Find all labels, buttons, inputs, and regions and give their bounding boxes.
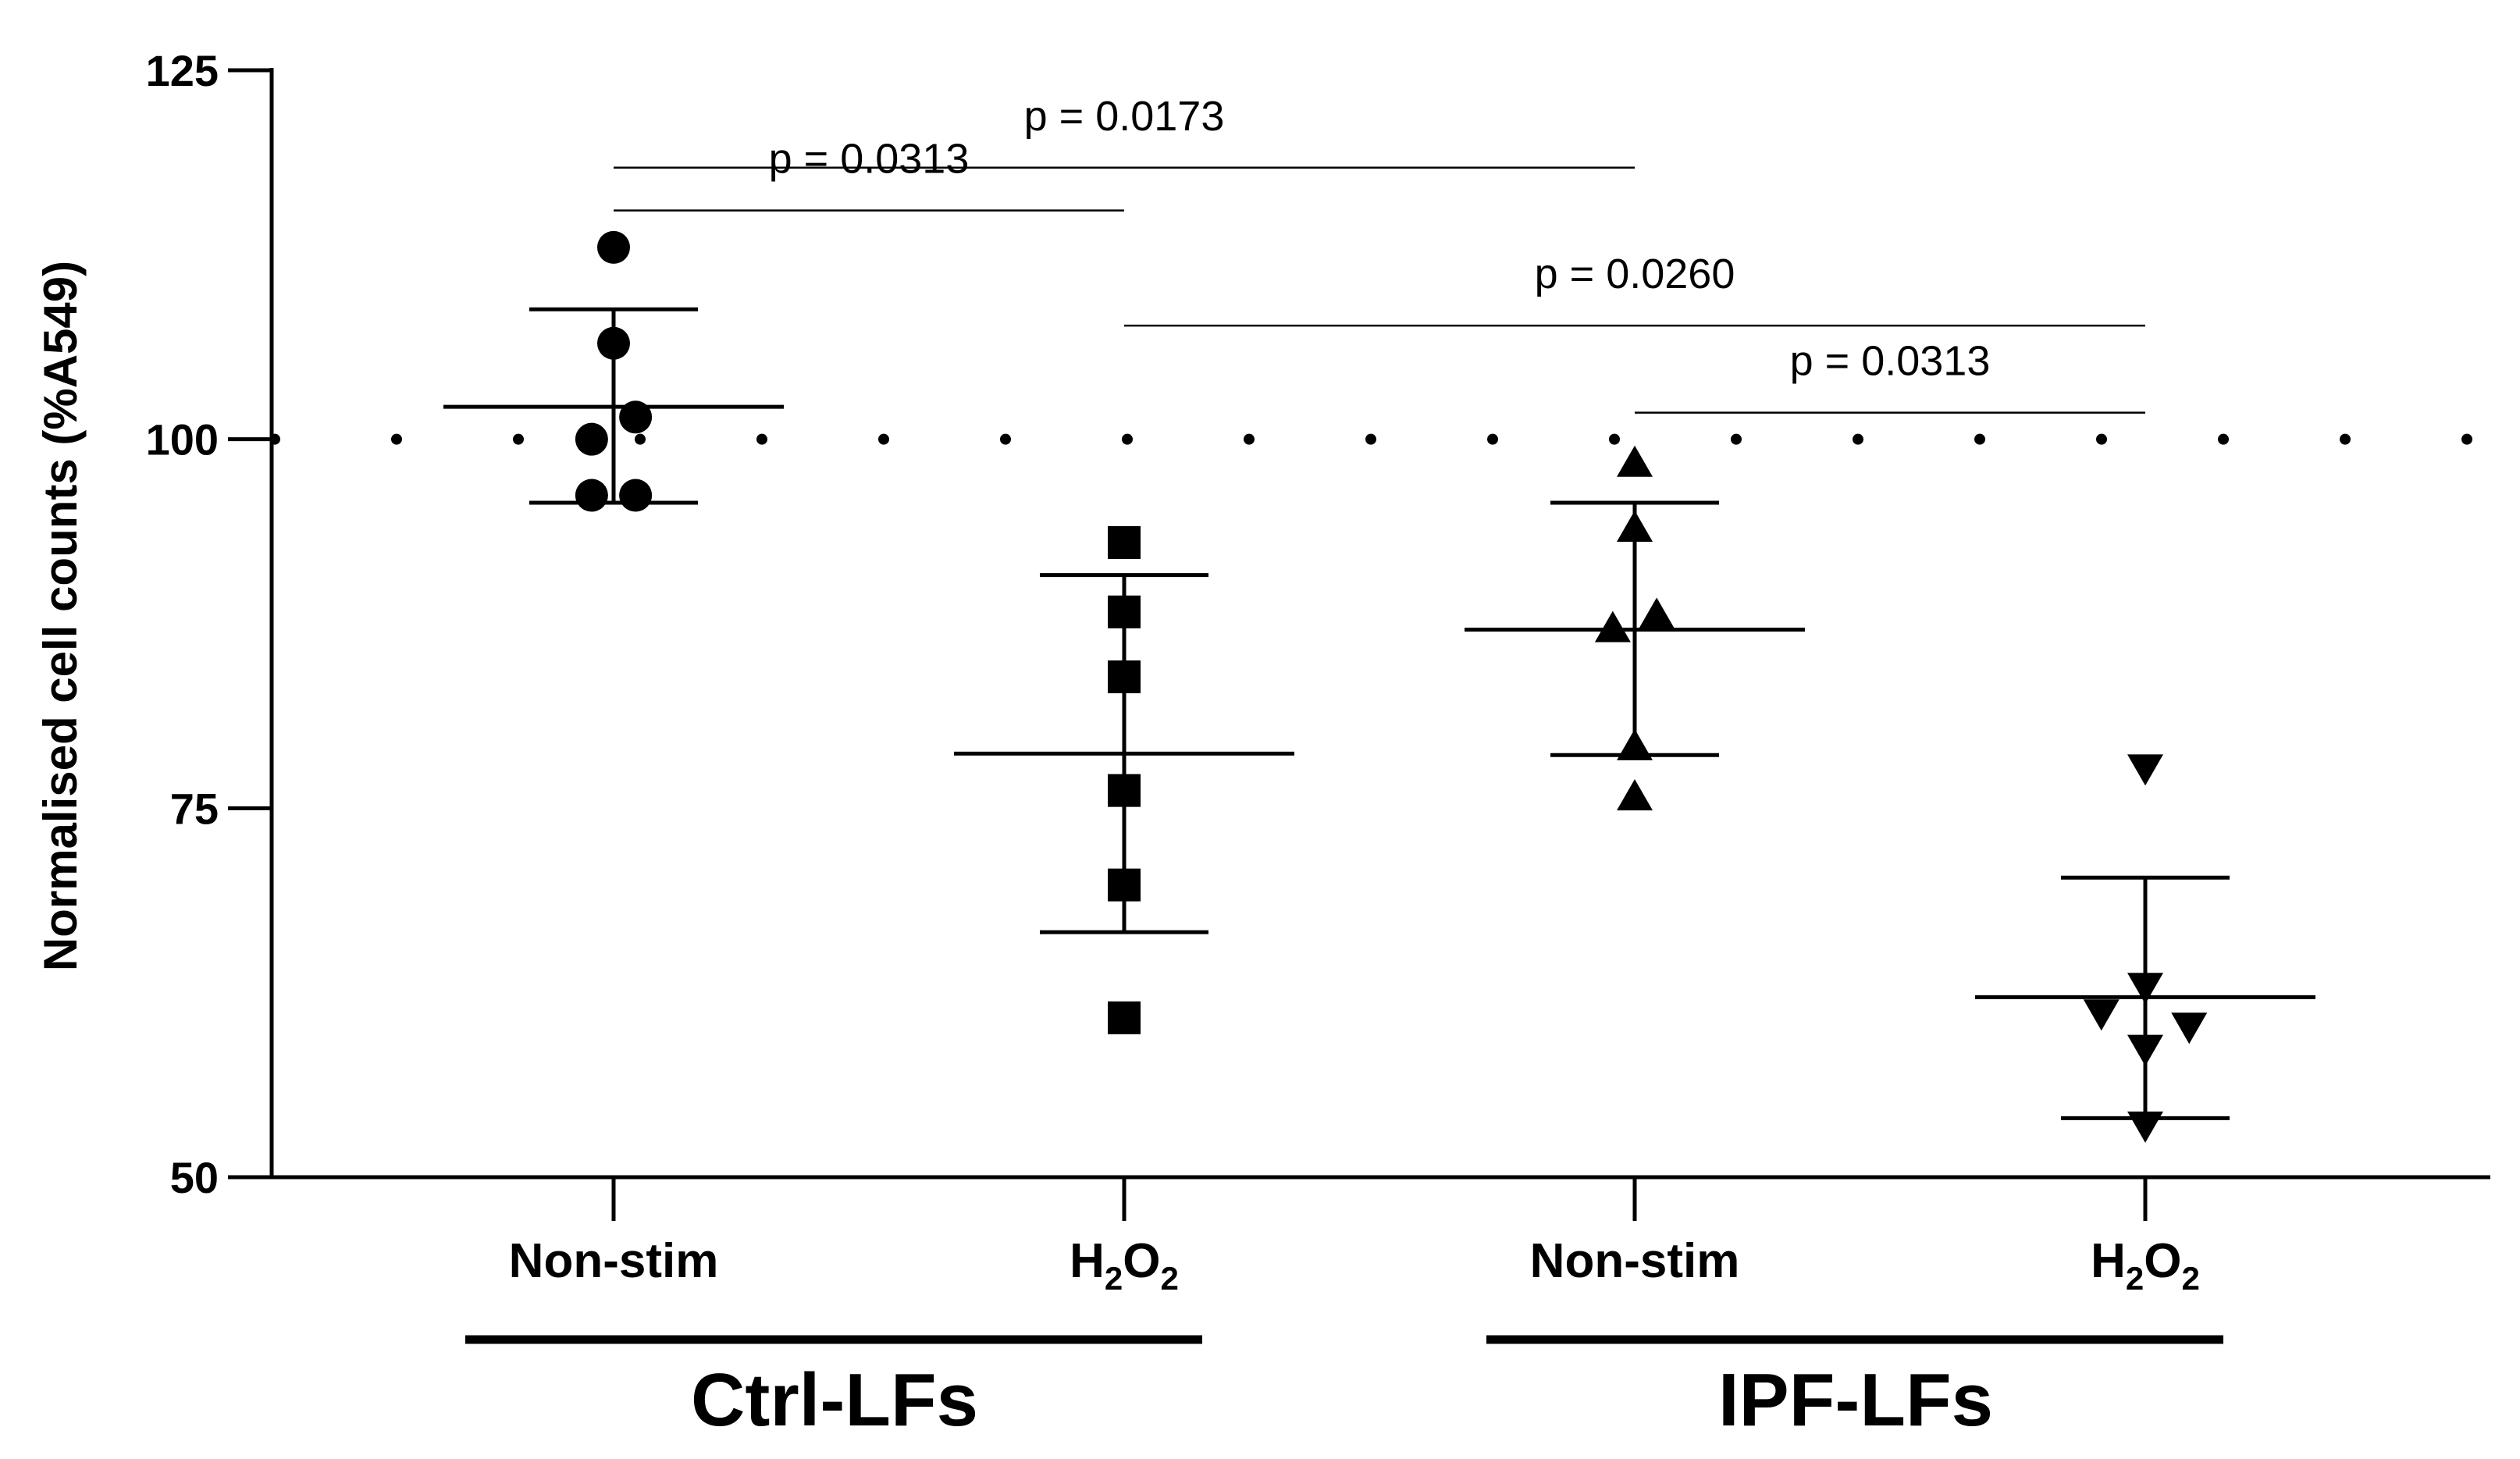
group-label: Ctrl-LFs	[691, 1358, 978, 1442]
circle-point	[597, 230, 630, 264]
reference-dot	[1244, 433, 1255, 445]
reference-line-layer	[269, 433, 2472, 445]
y-tick-label: 125	[146, 46, 219, 95]
formula-part: H	[2091, 1234, 2126, 1288]
p-value-label: p = 0.0313	[769, 136, 970, 183]
formula-part: O	[1123, 1234, 1160, 1288]
square-point	[1108, 1001, 1141, 1034]
formula-part: H	[1070, 1234, 1105, 1288]
x-tick-label: H2O2	[1070, 1234, 1179, 1297]
y-tick-label: 50	[170, 1153, 219, 1202]
circle-point	[575, 479, 608, 512]
triangle-up-point	[1617, 728, 1653, 760]
group-label: IPF-LFs	[1718, 1358, 1993, 1442]
reference-dot	[1853, 433, 1863, 445]
circle-point	[575, 422, 608, 456]
formula-part: O	[2144, 1234, 2181, 1288]
reference-dot	[1122, 433, 1133, 445]
triangle-down-point	[2083, 999, 2120, 1031]
reference-dot	[2461, 433, 2472, 445]
y-tick-layer: 50 75 100 125	[146, 46, 272, 1202]
triangle-down-point	[2127, 754, 2163, 786]
reference-dot	[1487, 433, 1498, 445]
reference-dot	[635, 433, 646, 445]
triangle-down-point	[2127, 1111, 2163, 1143]
square-point	[1108, 595, 1141, 628]
square-point	[1108, 774, 1141, 807]
reference-dot	[1000, 433, 1011, 445]
reference-dot	[2218, 433, 2229, 445]
y-axis-title: Normalised cell counts (%A549)	[34, 261, 87, 971]
p-value-label: p = 0.0173	[1024, 93, 1225, 140]
x-tick-label: Non-stim	[1530, 1234, 1740, 1288]
reference-dot	[1609, 433, 1620, 445]
reference-dot	[513, 433, 524, 445]
y-tick-label: 75	[170, 784, 219, 833]
reference-dot	[756, 433, 767, 445]
triangle-up-point	[1639, 597, 1675, 629]
reference-dot	[1365, 433, 1376, 445]
reference-dot	[2096, 433, 2107, 445]
triangle-up-point	[1594, 610, 1631, 642]
subscript: 2	[2182, 1260, 2200, 1297]
significance-layer: p = 0.0173 p = 0.0313 p = 0.0260 p = 0.0313	[614, 93, 2145, 414]
data-point-layer	[575, 230, 2208, 1143]
p-value-label: p = 0.0313	[1790, 338, 1991, 385]
x-tick-label: H2O2	[2091, 1234, 2200, 1297]
axis-layer	[269, 68, 2490, 1180]
triangle-up-point	[1617, 779, 1653, 811]
reference-dot	[391, 433, 402, 445]
x-tick-layer: Non-stim H2O2 Non-stim H2O2	[509, 1177, 2200, 1297]
reference-dot	[1974, 433, 1985, 445]
triangle-up-point	[1617, 510, 1653, 542]
x-tick-label: Non-stim	[509, 1234, 719, 1288]
subscript: 2	[2126, 1260, 2144, 1297]
subscript: 2	[1161, 1260, 1179, 1297]
reference-dot	[1731, 433, 1742, 445]
reference-dot	[878, 433, 889, 445]
square-point	[1108, 660, 1141, 694]
triangle-down-point	[2127, 973, 2163, 1005]
subscript: 2	[1105, 1260, 1123, 1297]
square-point	[1108, 868, 1141, 902]
circle-point	[597, 326, 630, 360]
triangle-down-point	[2127, 1034, 2163, 1066]
square-point	[1108, 526, 1141, 560]
group-label-layer: Ctrl-LFs IPF-LFs	[465, 1335, 2223, 1442]
circle-point	[619, 400, 653, 434]
p-value-label: p = 0.0260	[1535, 251, 1735, 297]
circle-point	[619, 479, 653, 512]
y-tick-label: 100	[146, 415, 219, 464]
error-bar-layer	[443, 307, 2315, 1120]
reference-dot	[2340, 433, 2351, 445]
triangle-down-point	[2171, 1012, 2208, 1044]
triangle-up-point	[1617, 445, 1653, 477]
